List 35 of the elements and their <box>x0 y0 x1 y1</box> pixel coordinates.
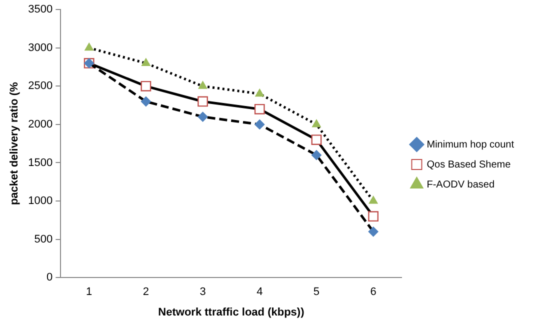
legend-label: F-AODV based <box>426 179 495 190</box>
legend-label: Minimum hop count <box>426 139 514 150</box>
point <box>312 119 321 128</box>
y-tick-label: 1500 <box>28 156 53 169</box>
x-tick-label: 6 <box>370 286 376 298</box>
x-tick-label: 4 <box>256 286 263 298</box>
point <box>368 226 378 237</box>
point <box>142 58 150 66</box>
y-tick-label: 3000 <box>28 42 53 54</box>
point <box>140 80 152 92</box>
point <box>311 150 322 160</box>
y-tick-label: 3500 <box>28 4 53 16</box>
x-tick-label: 3 <box>200 286 206 298</box>
y-axis-title: packet delivery ratio (% <box>8 82 21 206</box>
point <box>368 196 378 204</box>
point <box>254 104 265 114</box>
y-tick-label: 2500 <box>28 80 53 92</box>
x-tick-label: 1 <box>86 286 92 298</box>
y-tick-label: 2000 <box>28 118 53 130</box>
point <box>368 211 379 222</box>
point <box>140 96 151 106</box>
point <box>311 134 322 145</box>
y-tick-label: 0 <box>46 272 53 284</box>
y-tick-label: 500 <box>34 233 53 246</box>
point <box>198 96 208 107</box>
point <box>198 81 208 89</box>
point <box>254 119 265 130</box>
x-tick-label: 5 <box>313 286 320 298</box>
point <box>84 42 94 51</box>
x-axis-title: Network ttraffic load (kbps)) <box>158 306 305 318</box>
x-tick-label: 2 <box>142 286 149 298</box>
point <box>255 88 264 97</box>
y-tick-label: 1000 <box>28 195 53 208</box>
legend-label: Qos Based Sheme <box>426 159 512 170</box>
point <box>198 112 208 122</box>
